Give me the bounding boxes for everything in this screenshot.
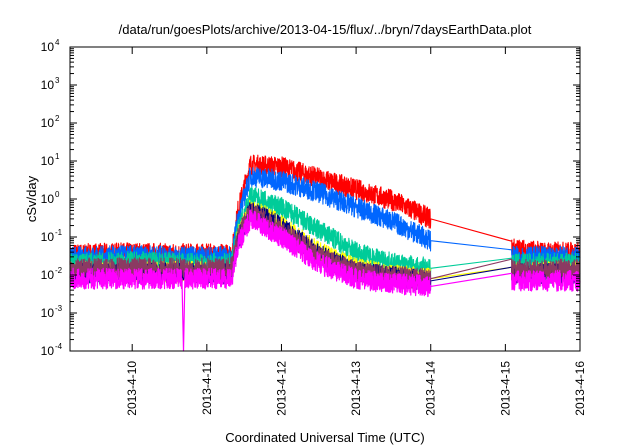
- x-tick-label: 2013-4-14: [424, 361, 438, 416]
- x-tick-label: 2013-4-11: [200, 361, 214, 415]
- y-tick-label-exponent: 1: [55, 152, 60, 161]
- y-tick-label: 10: [41, 344, 55, 358]
- y-tick-label-exponent: 2: [55, 114, 60, 123]
- y-tick-label-exponent: -1: [55, 228, 63, 237]
- y-tick-label: 10: [41, 268, 55, 282]
- y-tick-label: 10: [41, 116, 55, 130]
- y-tick-label-exponent: -4: [55, 342, 63, 351]
- x-axis-label: Coordinated Universal Time (UTC): [225, 430, 424, 445]
- y-tick-label: 10: [41, 192, 55, 206]
- chart-title: /data/run/goesPlots/archive/2013-04-15/f…: [119, 22, 532, 37]
- y-tick-label-exponent: -3: [55, 304, 63, 313]
- x-tick-label: 2013-4-12: [274, 361, 288, 416]
- y-tick-label: 10: [41, 78, 55, 92]
- y-tick-label-exponent: 4: [55, 38, 60, 47]
- x-axis: 2013-4-10 2013-4-11 2013-4-12 2013-4-13 2013…: [125, 47, 587, 416]
- x-tick-label: 2013-4-13: [349, 361, 363, 416]
- x-tick-label: 2013-4-15: [498, 361, 512, 416]
- y-tick-label: 10: [41, 40, 55, 54]
- y-tick-label: 10: [41, 230, 55, 244]
- series-layer: [69, 154, 581, 352]
- y-axis-label: cSv/day: [24, 175, 39, 222]
- x-tick-label: 2013-4-16: [573, 361, 587, 416]
- y-tick-label: 10: [41, 154, 55, 168]
- y-tick-label-exponent: 3: [55, 76, 60, 85]
- x-tick-label: 2013-4-10: [125, 361, 139, 416]
- y-tick-label: 10: [41, 306, 55, 320]
- y-tick-label-exponent: -2: [55, 266, 63, 275]
- series-line-7: [69, 209, 581, 352]
- y-tick-label-exponent: 0: [55, 190, 60, 199]
